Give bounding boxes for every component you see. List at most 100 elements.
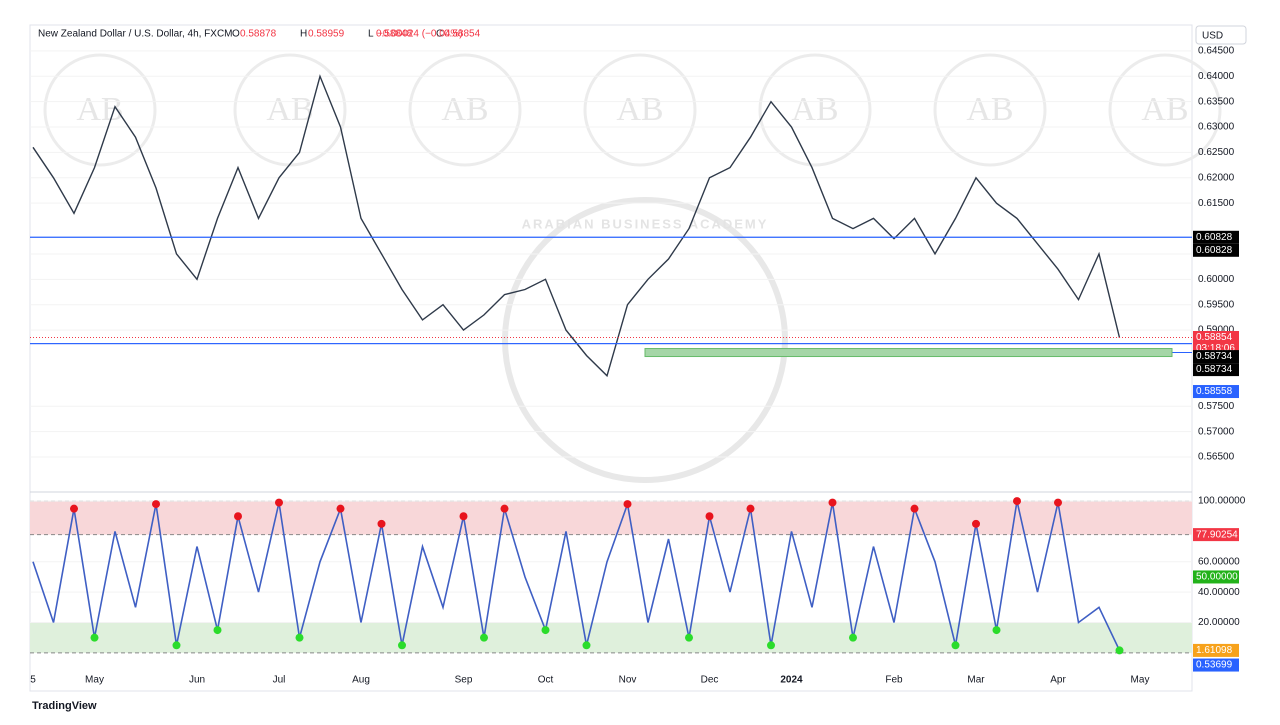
x-tick-label: Sep (455, 675, 473, 686)
watermark-logo: AB (616, 91, 663, 128)
price-label: 0.53699 (1196, 660, 1233, 671)
price-label: 0.58854 (1196, 332, 1233, 343)
series-line (32, 500, 1121, 651)
ohlc-key: H (300, 29, 307, 40)
signal-dot (70, 504, 78, 513)
price-label-box (1193, 570, 1239, 584)
signal-dot (275, 498, 283, 507)
watermark-logo: AB (966, 91, 1013, 128)
price-label-box (1193, 350, 1239, 364)
signal-dot (152, 500, 160, 509)
x-tick-label: Dec (701, 675, 719, 686)
support-zone (644, 348, 1173, 358)
symbol: New Zealand Dollar / U.S. Dollar, 4h, FX… (38, 29, 233, 40)
signal-dot (992, 626, 1001, 635)
signal-dot (480, 633, 488, 642)
x-tick-label: Jun (189, 675, 205, 686)
watermark-ring (502, 197, 788, 483)
x-tick-label: May (1131, 675, 1150, 686)
watermark-ring (408, 53, 522, 167)
x-tick-label: Oct (538, 675, 554, 686)
signal-dot (767, 641, 775, 650)
ohlc-key: O (232, 29, 240, 40)
signal-dot (623, 500, 632, 509)
y-tick-label: 100.00000 (1198, 496, 1246, 507)
price-label-box (1193, 643, 1239, 657)
y-tick-label: 0.61500 (1198, 198, 1235, 209)
watermark-logo: AB (441, 91, 488, 128)
signal-dot (951, 641, 960, 650)
price-label: 0.58558 (1196, 386, 1233, 397)
watermark-ring (583, 53, 697, 167)
signal-dot (234, 512, 242, 521)
x-tick-label: Jul (273, 675, 286, 686)
watermark-logo: AB (266, 91, 313, 128)
y-tick-label: 20.00000 (1198, 617, 1240, 628)
signal-dot (500, 504, 509, 513)
y-tick-label: 0.63000 (1198, 122, 1235, 133)
price-label: 1.61098 (1196, 645, 1233, 656)
y-tick-label: 0.56500 (1198, 452, 1235, 463)
x-tick-label: 5 (30, 675, 36, 686)
y-tick-label: 0.63500 (1198, 96, 1235, 107)
signal-dot (685, 633, 693, 642)
signal-dot (1013, 497, 1021, 506)
watermark-logo: AB (791, 91, 838, 128)
ohlc-key: C (436, 29, 443, 40)
watermark-text: ARABIAN BUSINESS ACADEMY (522, 216, 769, 231)
signal-dot (172, 641, 181, 650)
currency-box (1195, 25, 1247, 45)
price-label: 0.60828 (1196, 245, 1233, 256)
series-line (32, 74, 1121, 378)
price-label-box (1193, 658, 1239, 672)
x-tick-label: Feb (885, 675, 903, 686)
watermark-ring (933, 53, 1047, 167)
signal-dot (336, 504, 345, 513)
ohlc-value: 0.58959 (308, 29, 345, 40)
x-tick-label: Aug (352, 675, 370, 686)
signal-dot (295, 633, 304, 642)
x-tick-label: May (85, 675, 104, 686)
x-tick-label: Mar (967, 675, 985, 686)
price-label-box (1193, 243, 1239, 257)
y-tick-label: 0.62000 (1198, 172, 1235, 183)
watermark-ring (1108, 53, 1222, 167)
watermark-ring (43, 53, 157, 167)
price-label: 77.90254 (1196, 529, 1238, 540)
zone (30, 501, 1192, 535)
price-label: 0.58734 (1196, 364, 1233, 375)
watermark-ring (758, 53, 872, 167)
y-tick-label: 0.59500 (1198, 299, 1235, 310)
signal-dot (398, 641, 406, 650)
x-tick-label: Nov (619, 675, 637, 686)
signal-dot (1054, 498, 1062, 507)
price-label: 50.00000 (1196, 572, 1238, 583)
y-tick-label: 0.57500 (1198, 401, 1235, 412)
price-label-box (1193, 528, 1239, 542)
signal-dot (541, 626, 550, 635)
change: −0.00024 (−0.04%) (377, 29, 463, 40)
signal-dot (828, 498, 837, 507)
y-tick-label: 0.59000 (1198, 325, 1235, 336)
y-tick-label: 0.64500 (1198, 46, 1235, 57)
y-tick-label: 0.60000 (1198, 274, 1235, 285)
price-label-box (1193, 363, 1239, 377)
signal-dot (1115, 646, 1124, 655)
signal-dot (582, 641, 591, 650)
price-label-box (1193, 230, 1239, 244)
price-label: 0.58734 (1196, 351, 1233, 362)
ohlc: O 0.58878 H 0.58959 L 0.58848 C 0.58854 (232, 29, 481, 40)
price-label-box (1193, 385, 1239, 399)
ohlc-value: 0.58854 (444, 29, 481, 40)
ohlc-value: 0.58848 (376, 29, 413, 40)
signal-dot (910, 504, 919, 513)
y-tick-label: 60.00000 (1198, 556, 1240, 567)
signal-dot (972, 519, 980, 528)
signal-dot (213, 626, 222, 635)
signal-dot (459, 512, 468, 521)
x-tick-label: 2024 (780, 675, 803, 686)
chart-frame (29, 24, 1193, 692)
signal-dot (746, 504, 755, 513)
watermark-logo: AB (1141, 91, 1188, 128)
